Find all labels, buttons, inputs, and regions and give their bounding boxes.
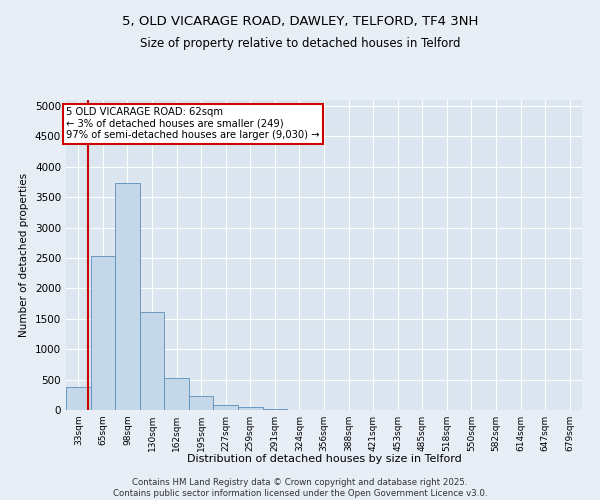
- X-axis label: Distribution of detached houses by size in Telford: Distribution of detached houses by size …: [187, 454, 461, 464]
- Text: Contains HM Land Registry data © Crown copyright and database right 2025.
Contai: Contains HM Land Registry data © Crown c…: [113, 478, 487, 498]
- Bar: [164, 378, 189, 410]
- Bar: [189, 396, 214, 410]
- Bar: [66, 387, 91, 410]
- Bar: [263, 409, 287, 410]
- Bar: [91, 256, 115, 410]
- Text: 5, OLD VICARAGE ROAD, DAWLEY, TELFORD, TF4 3NH: 5, OLD VICARAGE ROAD, DAWLEY, TELFORD, T…: [122, 15, 478, 28]
- Bar: [238, 408, 263, 410]
- Bar: [214, 405, 238, 410]
- Text: 5 OLD VICARAGE ROAD: 62sqm
← 3% of detached houses are smaller (249)
97% of semi: 5 OLD VICARAGE ROAD: 62sqm ← 3% of detac…: [67, 108, 320, 140]
- Text: Size of property relative to detached houses in Telford: Size of property relative to detached ho…: [140, 38, 460, 51]
- Bar: [115, 184, 140, 410]
- Y-axis label: Number of detached properties: Number of detached properties: [19, 173, 29, 337]
- Bar: [140, 312, 164, 410]
